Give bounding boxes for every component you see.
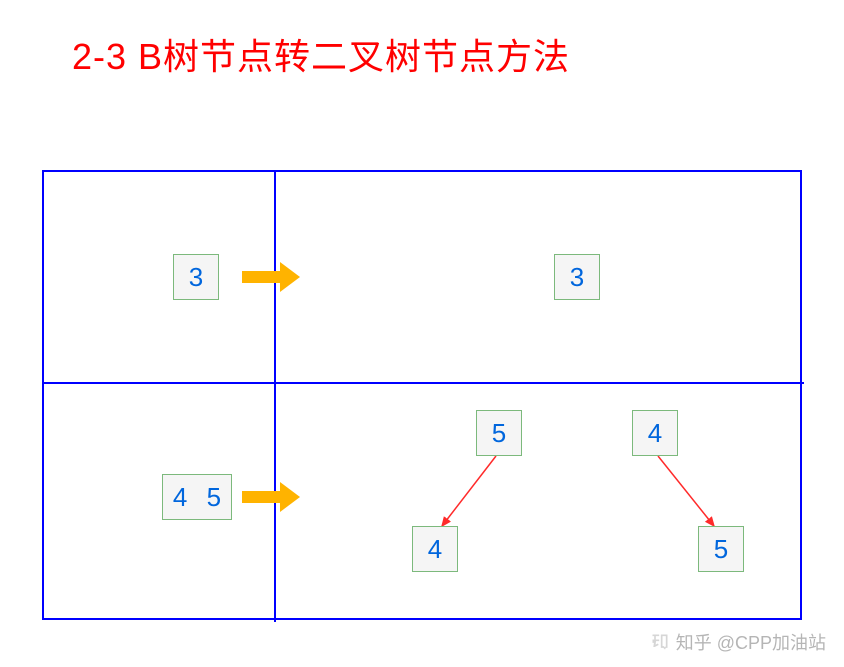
node-label: 5 — [714, 534, 728, 565]
page-title: 2-3 B树节点转二叉树节点方法 — [72, 28, 570, 80]
row1-result-node: 3 — [554, 254, 600, 300]
zhihu-icon — [650, 632, 670, 652]
grid-vline — [274, 172, 276, 622]
tree-a-parent: 5 — [476, 410, 522, 456]
grid-hline — [44, 382, 804, 384]
node-label: 4 — [648, 418, 662, 449]
tree-b-edge — [658, 456, 714, 526]
node-label: 3 — [189, 262, 203, 293]
row1-source-node: 3 — [173, 254, 219, 300]
node-label: 4 — [428, 534, 442, 565]
row2-arrow-icon — [242, 488, 298, 506]
watermark-text: 知乎 @CPP加油站 — [676, 629, 826, 655]
row1-arrow-icon — [242, 268, 298, 286]
watermark: 知乎 @CPP加油站 — [650, 629, 826, 655]
tree-b-child: 5 — [698, 526, 744, 572]
tree-a-child: 4 — [412, 526, 458, 572]
node-label: 4 5 — [173, 482, 227, 513]
tree-b-parent: 4 — [632, 410, 678, 456]
row2-source-node: 4 5 — [162, 474, 232, 520]
tree-a-edge — [442, 456, 496, 526]
conversion-grid: 3 3 4 5 5 4 4 5 — [42, 170, 802, 620]
node-label: 3 — [570, 262, 584, 293]
node-label: 5 — [492, 418, 506, 449]
